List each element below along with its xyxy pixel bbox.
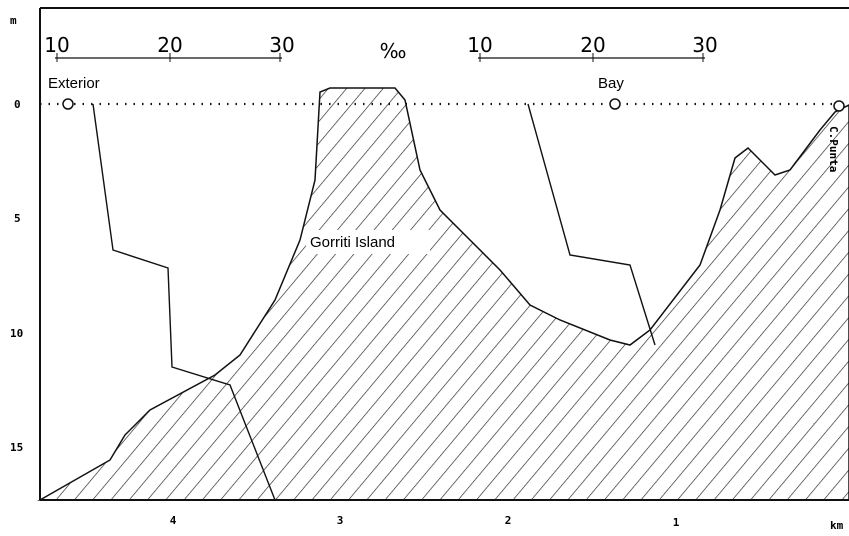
place-label: Bay xyxy=(598,75,624,92)
scale-label: 30 xyxy=(692,33,717,57)
y-tick-label: 0 xyxy=(14,98,21,111)
station xyxy=(63,99,73,109)
y-tick-label: 5 xyxy=(14,212,21,225)
station xyxy=(834,101,844,111)
place-label: Exterior xyxy=(48,75,100,92)
y-axis-label: m xyxy=(10,14,17,27)
scale-label: 30 xyxy=(269,33,294,57)
scale-label: 20 xyxy=(157,33,182,57)
scale-label: 10 xyxy=(467,33,492,57)
scale-unit: ‰ xyxy=(380,39,407,63)
x-axis-label: km xyxy=(830,519,844,532)
x-tick-label: 2 xyxy=(505,514,512,527)
place-label: Gorriti Island xyxy=(310,234,395,251)
x-tick-label: 3 xyxy=(337,514,344,527)
profile-figure: 10 20 30 10 20 30 ‰ m 0 5 10 15 4 3 2 1 … xyxy=(0,0,849,536)
scale-label: 20 xyxy=(580,33,605,57)
y-tick-label: 10 xyxy=(10,327,23,340)
salinity-bay xyxy=(528,104,655,345)
station xyxy=(610,99,620,109)
x-tick-label: 1 xyxy=(673,516,680,529)
terrain xyxy=(40,88,849,500)
scale-label: 10 xyxy=(44,33,69,57)
y-tick-label: 15 xyxy=(10,441,23,454)
x-tick-label: 4 xyxy=(170,514,177,527)
place-label: C.Punta xyxy=(827,126,840,172)
